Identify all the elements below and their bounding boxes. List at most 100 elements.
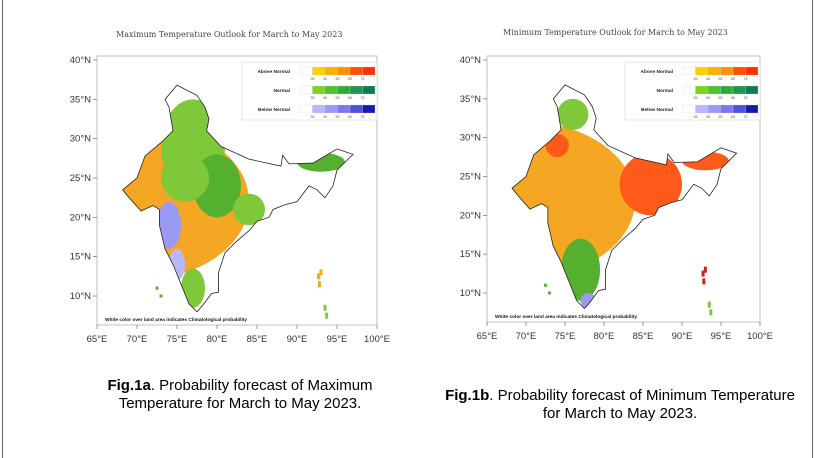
lat-label: 10°N <box>70 291 91 302</box>
lakshadweep <box>155 286 159 290</box>
legend-tick: 55 <box>719 77 723 81</box>
legend-tick: 55 <box>336 115 340 119</box>
legend-swatch <box>695 66 709 76</box>
legend-label: Above Normal <box>640 69 673 75</box>
lat-label: 30°N <box>460 133 481 144</box>
legend-tick: 75 <box>744 115 748 119</box>
legend-swatch <box>362 66 376 76</box>
legend-swatch <box>337 85 351 95</box>
probability-region <box>157 201 181 249</box>
legend-swatch <box>349 85 363 95</box>
lakshadweep <box>159 294 163 298</box>
lon-label: 100°E <box>747 331 773 342</box>
probability-region <box>181 268 205 308</box>
andaman-islands <box>319 269 323 276</box>
legend-swatch <box>745 85 759 95</box>
legend-swatch <box>707 85 721 95</box>
legend-tick: 65 <box>731 115 735 119</box>
legend-swatch <box>362 104 376 114</box>
legend-swatch <box>720 104 734 114</box>
nicobar-islands <box>709 309 713 316</box>
lat-label: 20°N <box>460 210 481 221</box>
legend-tick: 55 <box>719 96 723 100</box>
andaman-islands <box>701 270 705 277</box>
legend-tick: 75 <box>361 77 365 81</box>
legend-tick: 55 <box>336 96 340 100</box>
probability-region <box>161 154 209 202</box>
legend-tick: 75 <box>361 96 365 100</box>
lon-label: 85°E <box>633 331 654 342</box>
legend-swatch <box>695 85 709 95</box>
lat-label: 25°N <box>460 172 481 183</box>
legend-tick: 65 <box>731 96 735 100</box>
map-b-title: Minimum Temperature Outlook for March to… <box>503 28 728 37</box>
legend-swatch <box>745 66 759 76</box>
lat-label: 20°N <box>70 212 91 223</box>
probability-region <box>619 153 682 216</box>
lon-label: 70°E <box>516 331 537 342</box>
legend-tick: 45 <box>706 115 710 119</box>
legend-tick: 45 <box>323 96 327 100</box>
climatology-note: White color over land area indicates Cli… <box>495 314 637 320</box>
legend-swatch <box>707 66 721 76</box>
legend-tick: 35 <box>694 77 698 81</box>
andaman-islands <box>317 281 321 288</box>
plot-frame <box>96 55 378 326</box>
legend-tick: 35 <box>311 96 315 100</box>
legend-tick: 75 <box>744 77 748 81</box>
map-b: 65°E 70°E 75°E 80°E 85°E 90°E 95°E 100°E 40°N 35°… <box>460 55 773 342</box>
probability-region <box>580 293 597 309</box>
lat-label: 35°N <box>70 94 91 105</box>
andaman-islands <box>702 278 706 285</box>
legend-swatch <box>337 66 351 76</box>
lon-label: 95°E <box>327 334 348 345</box>
legend-swatch <box>682 66 696 76</box>
legend-tick: 65 <box>348 96 352 100</box>
legend-swatch <box>732 66 746 76</box>
legend-tick: 45 <box>323 115 327 119</box>
legend-tick: 45 <box>706 96 710 100</box>
legend-swatch <box>349 104 363 114</box>
climatology-note: White color over land area indicates Cli… <box>105 317 247 323</box>
map-a: 65°E 70°E 75°E 80°E 85°E 90°E 95°E 100°E 40°N 35°… <box>70 55 390 345</box>
right-border <box>812 0 813 458</box>
lon-label: 70°E <box>127 334 148 345</box>
legend-tick: 55 <box>336 77 340 81</box>
caption-a-text: . Probability forecast of Maximum Temper… <box>118 377 373 412</box>
lakshadweep <box>547 291 551 295</box>
lon-label: 65°E <box>477 331 498 342</box>
caption-a-label: Fig.1a <box>107 377 151 394</box>
andaman-islands <box>703 266 707 273</box>
legend-tick: 45 <box>706 77 710 81</box>
legend-label: Below Normal <box>641 107 673 113</box>
legend-swatch <box>337 104 351 114</box>
legend-tick: 55 <box>719 115 723 119</box>
probability-region <box>233 193 265 226</box>
legend-swatch <box>299 85 313 95</box>
legend-swatch <box>349 66 363 76</box>
legend-label: Normal <box>656 88 673 94</box>
lat-label: 10°N <box>460 288 481 299</box>
nicobar-islands <box>707 301 711 308</box>
probability-region <box>561 238 601 301</box>
india-outline <box>122 84 354 313</box>
legend-swatch <box>312 85 326 95</box>
probability-region <box>169 248 185 281</box>
legend-swatch <box>707 104 721 114</box>
legend-tick: 35 <box>694 115 698 119</box>
legend-tick: 35 <box>694 96 698 100</box>
caption-b: Fig.1b. Probability forecast of Minimum … <box>440 387 800 423</box>
lat-label: 40°N <box>70 55 91 66</box>
lat-label: 35°N <box>460 94 481 105</box>
lat-label: 15°N <box>70 252 91 263</box>
legend-swatch <box>299 104 313 114</box>
legend-tick: 35 <box>311 77 315 81</box>
legend-swatch <box>324 85 338 95</box>
legend-swatch <box>312 66 326 76</box>
caption-b-text: . Probability forecast of Minimum Temper… <box>489 387 795 422</box>
probability-region <box>557 98 589 130</box>
nicobar-islands <box>325 312 329 319</box>
lon-label: 100°E <box>364 334 390 345</box>
caption-b-label: Fig.1b <box>445 387 490 404</box>
caption-a: Fig.1a. Probability forecast of Maximum … <box>75 377 405 413</box>
